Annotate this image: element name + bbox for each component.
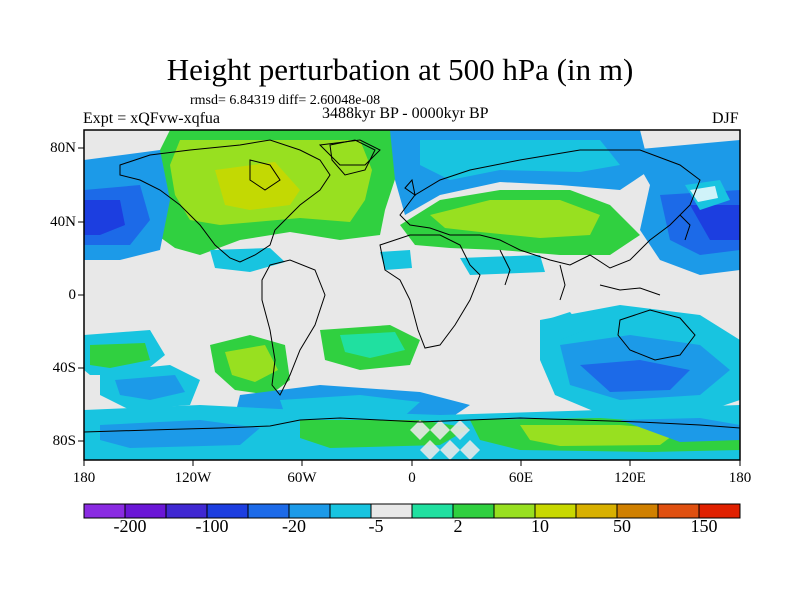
map-title: Height perturbation at 500 hPa (in m) — [166, 52, 634, 87]
lat-tick-label: 40S — [52, 360, 76, 376]
coastlines — [84, 139, 740, 433]
colorbar-swatch — [698, 503, 741, 519]
season-label: DJF — [712, 110, 739, 127]
height-anomaly-field — [84, 130, 740, 460]
colorbar-label: 10 — [531, 516, 549, 536]
colorbar-label: 150 — [690, 516, 718, 536]
lon-tick-label: 0 — [408, 470, 416, 486]
stats-text: rmsd= 6.84319 diff= 2.60048e-08 — [190, 93, 381, 108]
lon-tick-label: 180 — [72, 470, 96, 486]
colorbar-label: 2 — [453, 516, 463, 536]
lon-tick-label: 180 — [728, 470, 752, 486]
colorbar-label: -100 — [195, 516, 229, 536]
colorbar-label: -5 — [368, 516, 384, 536]
colorbar-label: 50 — [613, 516, 631, 536]
experiment-label: Expt = xQFvw-xqfua — [83, 110, 221, 127]
lon-tick-label: 60E — [508, 470, 534, 486]
colorbar-label: -200 — [113, 516, 147, 536]
period-label: 3488kyr BP - 0000kyr BP — [322, 105, 489, 122]
lat-tick-label: 40N — [50, 214, 76, 230]
colorbar — [83, 503, 741, 519]
lat-tick-label: 80N — [50, 140, 76, 156]
lon-tick-label: 120W — [174, 470, 212, 486]
lat-tick-label: 80S — [52, 433, 76, 449]
lat-tick-label: 0 — [68, 287, 77, 303]
colorbar-label: -20 — [282, 516, 306, 536]
lon-tick-label: 60W — [287, 470, 317, 486]
axis-ticks — [78, 147, 741, 466]
lon-tick-label: 120E — [614, 470, 646, 486]
